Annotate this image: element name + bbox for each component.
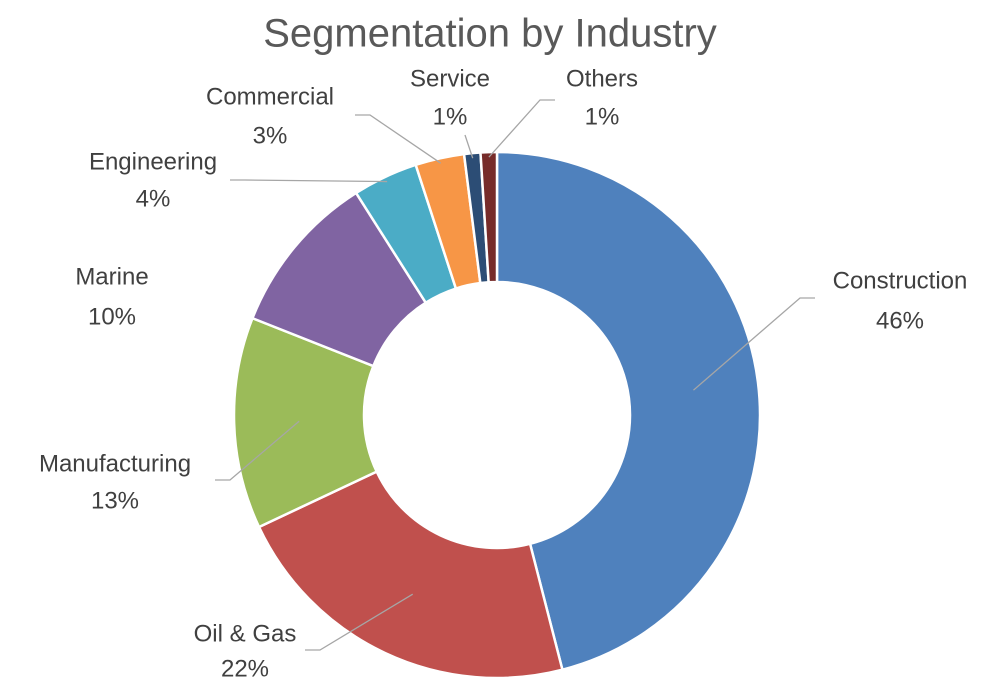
leader-line — [305, 593, 414, 651]
slice-label: Engineering — [89, 148, 217, 175]
value-label: 10% — [88, 303, 136, 330]
chart-title: Segmentation by Industry — [263, 12, 717, 56]
value-label: 22% — [221, 655, 269, 681]
slice-label: Service — [410, 65, 490, 92]
value-label: 46% — [876, 307, 924, 334]
value-label: 1% — [433, 103, 468, 130]
slice-label: Marine — [75, 263, 148, 290]
slice-label: Manufacturing — [39, 450, 191, 477]
value-label: 3% — [253, 122, 288, 149]
leader-line — [230, 179, 388, 183]
slice-label: Oil & Gas — [194, 620, 297, 647]
value-label: 4% — [136, 185, 171, 212]
value-label: 1% — [585, 103, 620, 130]
leader-line — [215, 420, 300, 481]
slice-label: Commercial — [206, 83, 334, 110]
donut-slice — [479, 150, 499, 284]
leader-line — [693, 297, 815, 391]
leader-line — [355, 114, 442, 164]
value-label: 13% — [91, 487, 139, 514]
donut-slice — [495, 150, 762, 672]
slice-label: Others — [566, 65, 638, 92]
leader-line — [488, 99, 555, 158]
slice-label: Construction — [833, 267, 968, 294]
donut-slice — [257, 469, 564, 680]
leader-line — [464, 134, 474, 159]
